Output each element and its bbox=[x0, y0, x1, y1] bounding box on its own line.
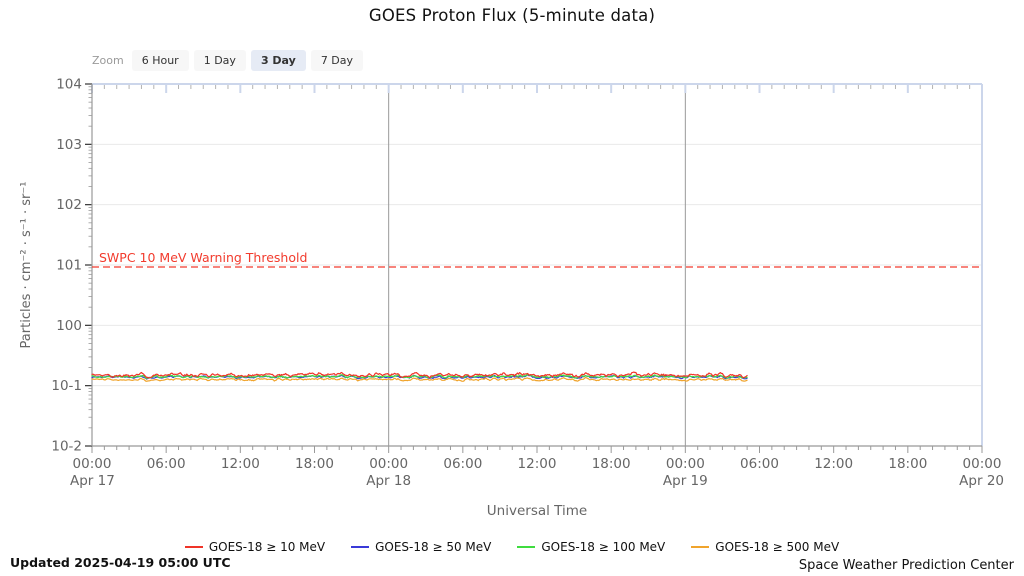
legend-item-goes18-10mev[interactable]: GOES-18 ≥ 10 MeV bbox=[184, 540, 326, 554]
y-tick-label: 101 bbox=[56, 258, 82, 274]
x-tick-label: 12:00 bbox=[814, 456, 853, 472]
chart-legend: GOES-18 ≥ 10 MeV GOES-18 ≥ 50 MeV GOES-1… bbox=[0, 540, 1024, 554]
x-tick-label: 18:00 bbox=[888, 456, 927, 472]
y-tick-label: 10-2 bbox=[51, 439, 82, 455]
legend-swatch-100mev bbox=[517, 545, 536, 549]
x-tick-label: 18:00 bbox=[295, 456, 334, 472]
zoom-button-7-day[interactable]: 7 Day bbox=[310, 50, 364, 71]
x-date-label: Apr 20 bbox=[959, 473, 1004, 489]
series-line-3 bbox=[91, 376, 748, 382]
y-tick-label: 100 bbox=[56, 318, 82, 334]
legend-label-100mev: GOES-18 ≥ 100 MeV bbox=[541, 540, 666, 554]
legend-label-10mev: GOES-18 ≥ 10 MeV bbox=[208, 540, 326, 554]
zoom-toolbar-label: Zoom bbox=[92, 54, 124, 67]
x-tick-label: 00:00 bbox=[73, 456, 112, 472]
legend-label-50mev: GOES-18 ≥ 50 MeV bbox=[375, 540, 492, 554]
legend-swatch-10mev bbox=[184, 545, 203, 549]
threshold-label: SWPC 10 MeV Warning Threshold bbox=[99, 250, 307, 265]
legend-item-goes18-100mev[interactable]: GOES-18 ≥ 100 MeV bbox=[517, 540, 665, 554]
updated-timestamp: Updated 2025-04-19 05:00 UTC bbox=[10, 555, 231, 570]
x-tick-label: 18:00 bbox=[592, 456, 631, 472]
x-tick-label: 12:00 bbox=[518, 456, 557, 472]
x-tick-label: 12:00 bbox=[221, 456, 260, 472]
x-tick-label: 00:00 bbox=[369, 456, 408, 472]
y-tick-label: 10-1 bbox=[51, 378, 82, 394]
x-tick-label: 06:00 bbox=[147, 456, 186, 472]
legend-item-goes18-50mev[interactable]: GOES-18 ≥ 50 MeV bbox=[351, 540, 491, 554]
x-date-label: Apr 18 bbox=[366, 473, 411, 489]
series-line-2 bbox=[91, 374, 748, 380]
x-tick-label: 00:00 bbox=[963, 456, 1002, 472]
legend-item-goes18-500mev[interactable]: GOES-18 ≥ 500 MeV bbox=[691, 540, 839, 554]
x-tick-label: 06:00 bbox=[740, 456, 779, 472]
legend-label-500mev: GOES-18 ≥ 500 MeV bbox=[715, 540, 840, 554]
legend-swatch-50mev bbox=[351, 545, 370, 549]
x-date-label: Apr 19 bbox=[663, 473, 708, 489]
legend-swatch-500mev bbox=[691, 545, 710, 549]
y-tick-label: 102 bbox=[56, 197, 82, 213]
zoom-button-6-hour[interactable]: 6 Hour bbox=[131, 50, 189, 71]
y-axis-title: Particles · cm⁻² · s⁻¹ · sr⁻¹ bbox=[19, 182, 34, 349]
credit-text: Space Weather Prediction Center bbox=[798, 558, 1014, 573]
y-tick-label: 103 bbox=[56, 137, 82, 153]
x-date-label: Apr 17 bbox=[70, 473, 115, 489]
page-title: GOES Proton Flux (5-minute data) bbox=[368, 6, 656, 25]
x-tick-label: 00:00 bbox=[666, 456, 705, 472]
zoom-button-3-day[interactable]: 3 Day bbox=[250, 50, 306, 71]
series-line-0 bbox=[91, 371, 748, 379]
y-tick-label: 104 bbox=[56, 77, 82, 93]
zoom-toolbar: Zoom 6 Hour 1 Day 3 Day 7 Day bbox=[92, 50, 368, 71]
x-tick-label: 06:00 bbox=[443, 456, 482, 472]
x-axis-title: Universal Time bbox=[487, 503, 587, 519]
zoom-button-1-day[interactable]: 1 Day bbox=[193, 50, 246, 71]
